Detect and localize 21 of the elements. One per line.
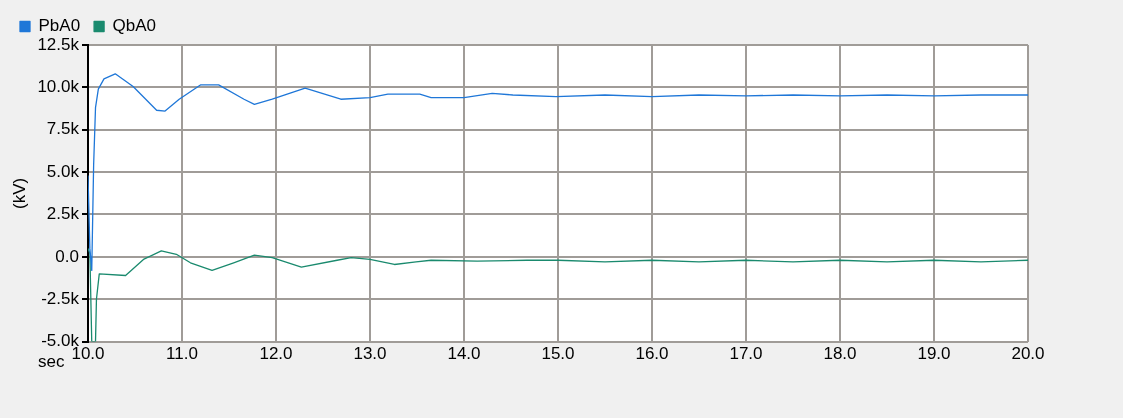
- x-tick-label: 19.0: [917, 344, 951, 364]
- y-tick-label: 7.5k: [46, 119, 80, 139]
- x-tick-label: 12.0: [259, 344, 293, 364]
- y-tick-label: 5.0k: [46, 161, 80, 181]
- x-tick-label: 14.0: [447, 344, 481, 364]
- x-tick-label: 15.0: [541, 344, 575, 364]
- y-tick-label: 2.5k: [46, 204, 80, 224]
- y-axis-title: (kV): [9, 177, 29, 209]
- x-tick-label: 13.0: [353, 344, 387, 364]
- x-axis-title: sec: [38, 351, 65, 371]
- x-tick-label: 11.0: [166, 344, 198, 364]
- x-tick-label: 16.0: [635, 344, 669, 364]
- y-tick-label: -2.5k: [41, 288, 80, 308]
- y-tick-label: 0.0: [55, 246, 79, 266]
- y-tick-label: 12.5k: [37, 34, 80, 54]
- y-tick-label: 10.0k: [37, 77, 80, 97]
- legend-label: PbA0: [38, 16, 81, 36]
- x-tick-label: 18.0: [823, 344, 857, 364]
- x-tick-label: 20.0: [1011, 344, 1045, 364]
- legend-label: QbA0: [112, 16, 157, 36]
- x-tick-label: 17.0: [729, 344, 763, 364]
